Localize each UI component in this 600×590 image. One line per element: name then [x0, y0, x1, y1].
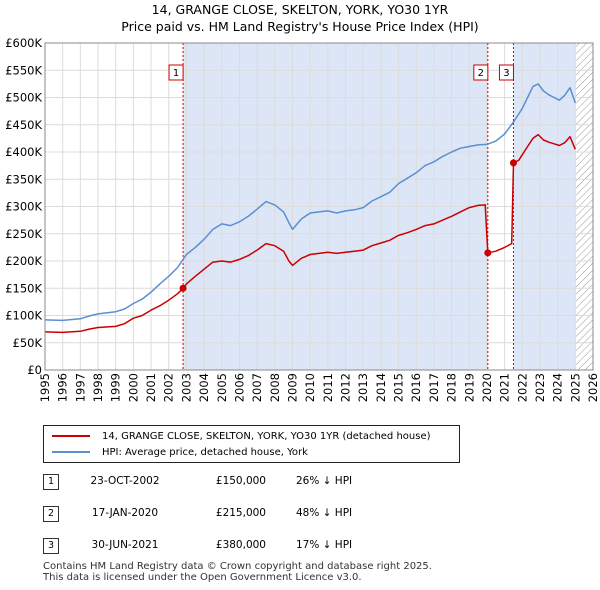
x-tick-label: 2026: [586, 373, 600, 402]
sale-row: 2 17-JAN-2020 £215,000 48% ↓ HPI: [0, 502, 600, 526]
x-tick-label: 2006: [232, 373, 246, 402]
price-chart: 1 2 3 £0 £50K £100K £150K £200K £250K £300K £350K £…: [5, 36, 600, 402]
sale-row: 3 30-JUN-2021 £380,000 17% ↓ HPI: [0, 534, 600, 558]
x-tick-label: 2003: [179, 373, 193, 402]
y-tick-label: £200K: [5, 254, 42, 268]
sale-marker-box: [473, 64, 489, 81]
y-tick-label: £300K: [5, 200, 42, 214]
sale-marker-box: [498, 64, 514, 81]
sale-point: [179, 284, 187, 292]
sale-marker-label: 2: [478, 68, 484, 79]
sale-marker-label: 1: [173, 68, 179, 79]
legend-price-label: 14, GRANGE CLOSE, SKELTON, YORK, YO30 1Y…: [102, 430, 431, 442]
x-tick-label: 2025: [568, 373, 582, 402]
sale-number: 2: [43, 506, 59, 522]
hpi-series-line: [44, 83, 577, 322]
x-tick-label: 1997: [73, 373, 87, 402]
legend-price-swatch: [52, 435, 90, 437]
sale-date: 23-OCT-2002: [90, 475, 160, 487]
x-tick-label: 2010: [303, 373, 317, 402]
y-tick-label: £50K: [13, 336, 43, 350]
y-tick-label: £0: [27, 363, 42, 377]
x-tick-label: 1999: [109, 373, 123, 402]
sale-point: [484, 249, 492, 257]
sale-number: 3: [43, 538, 59, 554]
x-tick-label: 2019: [462, 373, 476, 402]
x-tick-label: 2017: [427, 373, 441, 402]
sale-hpi-diff: 17% ↓ HPI: [296, 539, 353, 551]
sale-marker-label: 3: [503, 68, 509, 79]
x-tick-label: 2020: [480, 373, 494, 402]
y-tick-label: £150K: [5, 281, 42, 295]
x-tick-label: 2018: [445, 373, 459, 402]
y-tick-label: £250K: [5, 227, 42, 241]
footer-licence: This data is licensed under the Open Gov…: [43, 572, 362, 583]
y-tick-label: £350K: [5, 172, 42, 186]
sale-price: £150,000: [215, 475, 266, 487]
x-tick-label: 1995: [38, 373, 52, 402]
x-tick-label: 2013: [356, 373, 370, 402]
sale-hpi-diff: 26% ↓ HPI: [296, 475, 353, 487]
x-tick-label: 2007: [250, 373, 264, 402]
x-tick-label: 2012: [339, 373, 353, 402]
x-tick-label: 2015: [392, 373, 406, 402]
legend-hpi-swatch: [52, 451, 90, 453]
sale-row: 1 23-OCT-2002 £150,000 26% ↓ HPI: [0, 470, 600, 494]
x-tick-label: 2024: [551, 373, 565, 402]
chart-title: 14, GRANGE CLOSE, SKELTON, YORK, YO30 1Y…: [151, 2, 449, 17]
x-tick-label: 1996: [56, 373, 70, 402]
x-tick-label: 2000: [126, 373, 140, 402]
x-tick-label: 2011: [321, 373, 335, 402]
x-tick-label: 2001: [144, 373, 158, 402]
y-tick-label: £600K: [5, 36, 42, 50]
sale-price: £380,000: [215, 539, 266, 551]
x-tick-label: 2023: [533, 373, 547, 402]
y-tick-label: £500K: [5, 91, 42, 105]
x-tick-label: 2016: [409, 373, 423, 402]
legend-hpi-label: HPI: Average price, detached house, York: [102, 446, 308, 458]
x-tick-label: 2008: [268, 373, 282, 402]
x-tick-label: 2022: [515, 373, 529, 402]
x-tick-label: 2009: [285, 373, 299, 402]
sale-point: [509, 159, 517, 167]
plot-frame: [44, 42, 594, 371]
y-tick-label: £100K: [5, 309, 42, 323]
sale-date: 17-JAN-2020: [91, 507, 159, 519]
chart-subtitle: Price paid vs. HM Land Registry's House …: [121, 19, 479, 34]
x-tick-label: 2002: [162, 373, 176, 402]
x-tick-label: 1998: [91, 373, 105, 402]
legend-item-hpi: HPI: Average price, detached house, York: [52, 445, 308, 459]
price-series-line: [44, 133, 576, 334]
y-tick-label: £550K: [5, 63, 42, 77]
sale-price: £215,000: [215, 507, 266, 519]
footer-copyright: Contains HM Land Registry data © Crown c…: [43, 561, 432, 572]
legend-item-price: 14, GRANGE CLOSE, SKELTON, YORK, YO30 1Y…: [52, 429, 431, 443]
x-tick-label: 2005: [215, 373, 229, 402]
y-tick-label: £400K: [5, 145, 42, 159]
sale-hpi-diff: 48% ↓ HPI: [296, 507, 353, 519]
sale-number: 1: [43, 474, 59, 490]
x-tick-label: 2004: [197, 373, 211, 402]
x-tick-label: 2014: [374, 373, 388, 402]
sale-date: 30-JUN-2021: [91, 539, 159, 551]
sale-marker-box: [168, 64, 184, 81]
y-tick-label: £450K: [5, 118, 42, 132]
x-tick-label: 2021: [498, 373, 512, 402]
legend: 14, GRANGE CLOSE, SKELTON, YORK, YO30 1Y…: [43, 425, 460, 463]
